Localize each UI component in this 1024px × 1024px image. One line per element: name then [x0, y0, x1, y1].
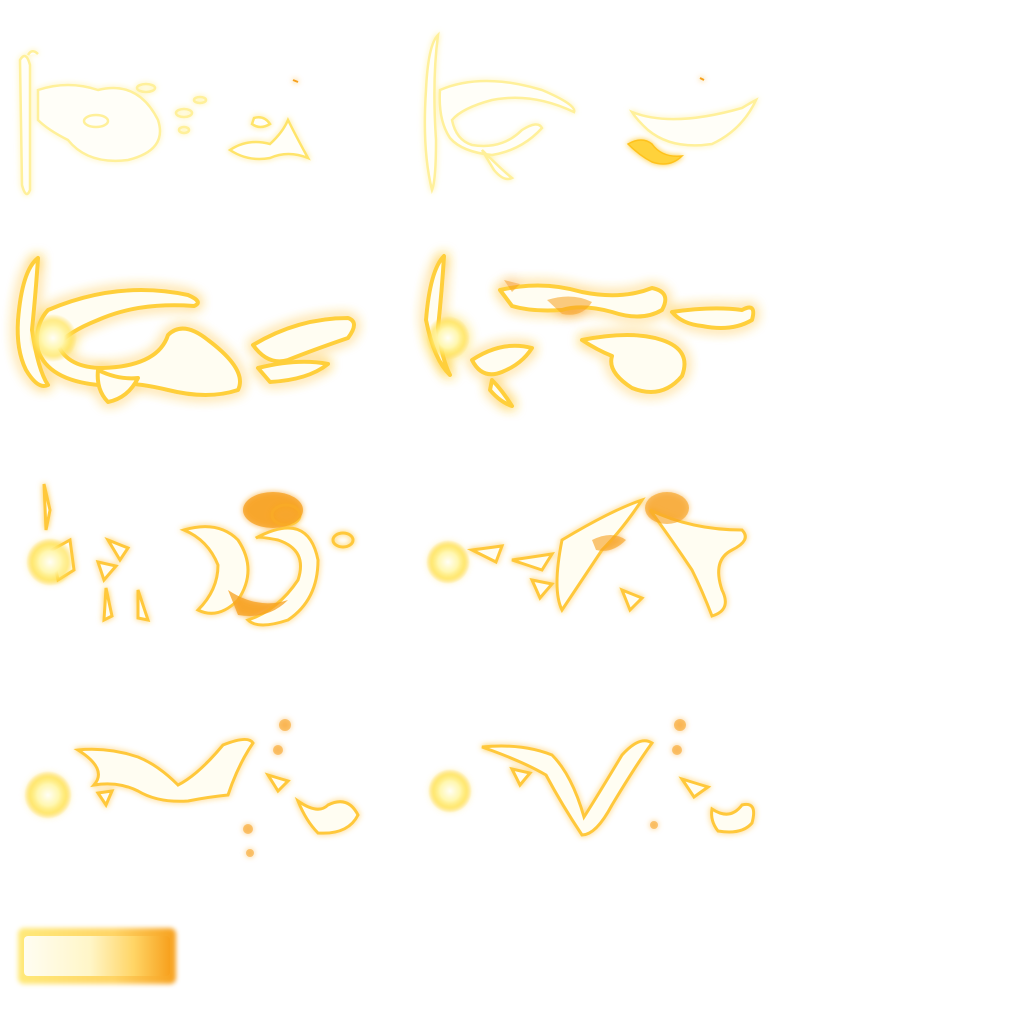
frame-2-graphic [423, 31, 759, 195]
frame-5-graphic [26, 483, 355, 627]
frame-7-graphic [24, 719, 360, 857]
effect-frame-2 [412, 20, 812, 220]
frame-6-graphic [426, 492, 747, 618]
effect-frame-4 [412, 240, 812, 440]
effect-frame-6 [412, 470, 812, 670]
frame-8-graphic [428, 719, 756, 837]
effect-frame-7 [8, 705, 408, 905]
effect-frame-8 [412, 705, 812, 905]
effect-frame-5 [8, 470, 408, 670]
glow-gradient-bar [24, 936, 170, 976]
effect-frame-3 [8, 240, 408, 440]
frame-1-graphic [18, 50, 311, 196]
frame-3-graphic [15, 256, 356, 404]
effect-frame-1 [8, 20, 408, 220]
frame-4-graphic [424, 254, 756, 408]
